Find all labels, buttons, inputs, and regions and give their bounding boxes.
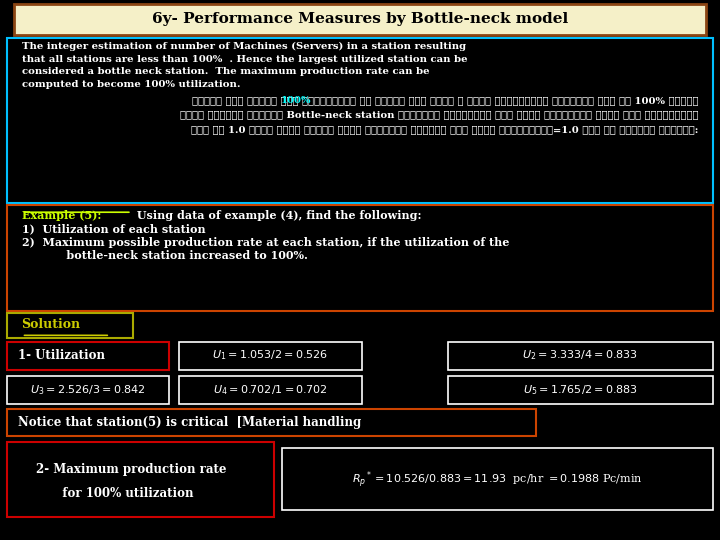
Text: 1- Utilization: 1- Utilization	[18, 349, 105, 362]
Text: $R_p{}^* = 10.526/0.883 = 11.93$  pc/hr $= 0.1988$ Pc/min: $R_p{}^* = 10.526/0.883 = 11.93$ pc/hr $…	[352, 469, 643, 490]
FancyBboxPatch shape	[7, 409, 536, 436]
FancyBboxPatch shape	[448, 376, 713, 404]
FancyBboxPatch shape	[448, 342, 713, 370]
FancyBboxPatch shape	[7, 313, 133, 338]
FancyBboxPatch shape	[14, 4, 706, 35]
Text: أقل من 1.0 عليه يمكن زيادة معدل الإنتاج الأقصى حتى يصبح الاستخدام=1.0 كما في الم: أقل من 1.0 عليه يمكن زيادة معدل الإنتاج …	[191, 125, 698, 134]
FancyBboxPatch shape	[7, 376, 169, 404]
Text: 1)  Utilization of each station: 1) Utilization of each station	[22, 224, 205, 234]
Text: Notice that station(5) is critical  [Material handling: Notice that station(5) is critical [Mate…	[18, 416, 361, 429]
FancyBboxPatch shape	[7, 38, 713, 202]
Text: Solution: Solution	[22, 318, 81, 330]
FancyBboxPatch shape	[179, 376, 362, 404]
Text: 6y- Performance Measures by Bottle-neck model: 6y- Performance Measures by Bottle-neck …	[152, 12, 568, 26]
Text: $U_2 = 3.333/4 = 0.833$: $U_2 = 3.333/4 = 0.833$	[522, 348, 639, 362]
Text: $U_4 = 0.702/1 = 0.702$: $U_4 = 0.702/1 = 0.702$	[213, 383, 327, 397]
Text: Using data of example (4), find the following:: Using data of example (4), find the foll…	[133, 210, 422, 220]
FancyBboxPatch shape	[7, 342, 169, 370]
FancyBboxPatch shape	[7, 442, 274, 517]
Text: for 100% utilization: for 100% utilization	[50, 487, 194, 500]
FancyBboxPatch shape	[179, 342, 362, 370]
FancyBboxPatch shape	[282, 448, 713, 510]
Text: 100%: 100%	[281, 96, 311, 105]
Text: ونظرا لأن تقدير عدد الماكينات في محطةـ بعد صحيح ، يكون الاستخدام للمحطةً أقل من : ونظرا لأن تقدير عدد الماكينات في محطةـ ب…	[192, 96, 698, 105]
Text: $U_1 =1.053/2 = 0.526$: $U_1 =1.053/2 = 0.526$	[212, 348, 328, 362]
Text: $U_5 =1.765/2 = 0.883$: $U_5 =1.765/2 = 0.883$	[523, 383, 638, 397]
Text: Example (5):: Example (5):	[22, 210, 101, 220]
Text: $U_3 = 2.526/3 = 0.842$: $U_3 = 2.526/3 = 0.842$	[30, 383, 145, 397]
FancyBboxPatch shape	[7, 205, 713, 310]
Text: تحدد المحطة الحرجة Bottle-neck station بالأكثر استخداما بين جميع المحطات؛ وإذا ك: تحدد المحطة الحرجة Bottle-neck station ب…	[180, 110, 698, 119]
Text: 2- Maximum production rate: 2- Maximum production rate	[36, 463, 227, 476]
Text: bottle-neck station increased to 100%.: bottle-neck station increased to 100%.	[47, 250, 307, 261]
Text: The integer estimation of number of Machines (Servers) in a station resulting
th: The integer estimation of number of Mach…	[22, 42, 467, 89]
Text: 2)  Maximum possible production rate at each station, if the utilization of the: 2) Maximum possible production rate at e…	[22, 237, 509, 248]
